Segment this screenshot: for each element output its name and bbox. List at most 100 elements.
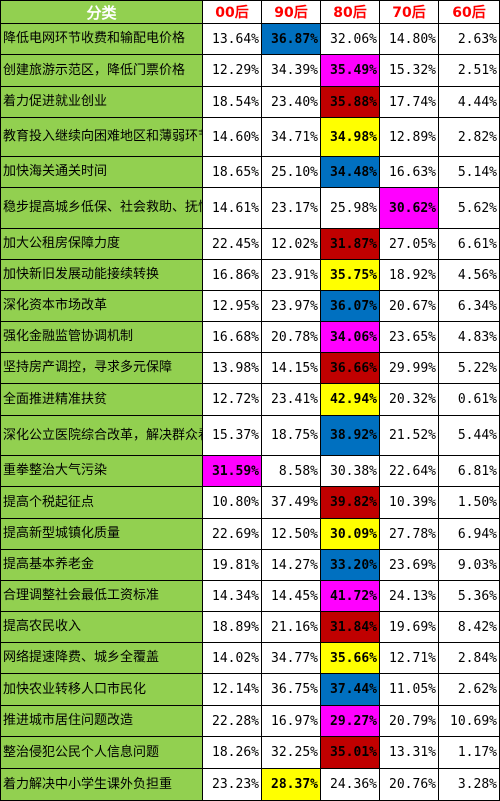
table-row: 加大公租房保障力度 22.45% 12.02% 31.87% 27.05% 6.61%	[0, 228, 500, 260]
value-cell-00s: 10.80%	[202, 486, 262, 519]
category-column-header: 分类	[0, 0, 203, 24]
value-cell-70s: 10.39%	[379, 486, 439, 519]
value-cell-80s: 24.36%	[320, 768, 380, 801]
value-cell-90s: 23.91%	[261, 259, 321, 291]
highlighted-max-cell-80s: 35.88%	[320, 86, 380, 118]
value-cell-70s: 21.52%	[379, 415, 439, 456]
row-category-cell: 深化资本市场改革	[0, 290, 203, 322]
value-cell-70s: 12.71%	[379, 642, 439, 674]
value-cell-60s: 6.81%	[438, 455, 500, 487]
value-cell-80s: 30.38%	[320, 455, 380, 487]
value-cell-70s: 17.74%	[379, 86, 439, 118]
value-cell-60s: 4.56%	[438, 259, 500, 291]
highlighted-max-cell-00s: 31.59%	[202, 455, 262, 487]
value-cell-00s: 13.64%	[202, 23, 262, 55]
value-cell-60s: 6.94%	[438, 518, 500, 550]
highlighted-max-cell-80s: 31.84%	[320, 611, 380, 643]
value-cell-80s: 25.98%	[320, 187, 380, 229]
highlighted-max-cell-70s: 30.62%	[379, 187, 439, 229]
row-category-cell: 加快新旧发展动能接续转换	[0, 259, 203, 291]
value-cell-00s: 18.89%	[202, 611, 262, 643]
table-row: 稳步提高城乡低保、社会救助、抚恤优待等标准14.61%23.17%25.98%3…	[0, 187, 500, 229]
row-category-cell: 网络提速降费、城乡全覆盖	[0, 642, 203, 674]
table-row: 提高新型城镇化质量 22.69% 12.50% 30.09% 27.78% 6.94%	[0, 518, 500, 550]
value-cell-60s: 10.69%	[438, 705, 500, 737]
value-cell-00s: 23.23%	[202, 768, 262, 801]
value-cell-70s: 13.31%	[379, 736, 439, 769]
highlighted-max-cell-80s: 35.49%	[320, 54, 380, 87]
row-category-cell: 提高基本养老金	[0, 549, 203, 581]
value-cell-60s: 0.61%	[438, 383, 500, 416]
value-cell-60s: 5.44%	[438, 415, 500, 456]
table-row: 着力促进就业创业 18.54% 23.40% 35.88% 17.74% 4.44%	[0, 86, 500, 118]
table-row: 整治侵犯公民个人信息问题 18.26% 32.25% 35.01% 13.31% 1.17…	[0, 736, 500, 769]
value-cell-70s: 22.64%	[379, 455, 439, 487]
table-row: 合理调整社会最低工资标准 14.34% 14.45% 41.72% 24.13% 5.36…	[0, 580, 500, 612]
value-cell-00s: 12.29%	[202, 54, 262, 87]
value-cell-00s: 14.02%	[202, 642, 262, 674]
row-category-cell: 着力促进就业创业	[0, 86, 203, 118]
table-row: 深化资本市场改革 12.95% 23.97% 36.07% 20.67% 6.34%	[0, 290, 500, 322]
value-cell-70s: 23.65%	[379, 321, 439, 353]
table-row: 降低电网环节收费和输配电价格 13.64% 36.87% 32.06% 14.80% 2.…	[0, 23, 500, 55]
row-category-cell: 提高农民收入	[0, 611, 203, 643]
table-row: 全面推进精准扶贫 12.72% 23.41% 42.94% 20.32% 0.61%	[0, 383, 500, 416]
value-cell-00s: 12.95%	[202, 290, 262, 322]
value-cell-70s: 12.89%	[379, 117, 439, 157]
value-cell-70s: 11.05%	[379, 673, 439, 706]
table-row: 加快新旧发展动能接续转换 16.86% 23.91% 35.75% 18.92% 4.56…	[0, 259, 500, 291]
highlighted-max-cell-80s: 34.98%	[320, 117, 380, 157]
table-row: 推进城市居住问题改造 22.28% 16.97% 29.27% 20.79% 10.69%	[0, 705, 500, 737]
value-cell-00s: 14.61%	[202, 187, 262, 229]
table-row: 创建旅游示范区，降低门票价格 12.29% 34.39% 35.49% 15.32% 2.…	[0, 54, 500, 87]
row-category-cell: 创建旅游示范区，降低门票价格	[0, 54, 203, 87]
value-cell-00s: 19.81%	[202, 549, 262, 581]
highlighted-max-cell-80s: 35.75%	[320, 259, 380, 291]
value-cell-00s: 22.69%	[202, 518, 262, 550]
value-cell-90s: 37.49%	[261, 486, 321, 519]
highlighted-max-cell-90s: 36.87%	[261, 23, 321, 55]
highlighted-max-cell-80s: 33.20%	[320, 549, 380, 581]
value-cell-70s: 16.63%	[379, 156, 439, 188]
value-cell-60s: 3.28%	[438, 768, 500, 801]
table-row: 提高基本养老金 19.81% 14.27% 33.20% 23.69% 9.03%	[0, 549, 500, 581]
highlighted-max-cell-80s: 34.48%	[320, 156, 380, 188]
row-category-cell: 提高个税起征点	[0, 486, 203, 519]
table-row: 加快海关通关时间 18.65% 25.10% 34.48% 16.63% 5.14%	[0, 156, 500, 188]
row-category-cell: 加快海关通关时间	[0, 156, 203, 188]
value-cell-90s: 21.16%	[261, 611, 321, 643]
value-cell-60s: 6.34%	[438, 290, 500, 322]
value-cell-60s: 4.83%	[438, 321, 500, 353]
value-cell-00s: 12.14%	[202, 673, 262, 706]
column-header-70s: 70后	[379, 0, 439, 24]
highlighted-max-cell-80s: 31.87%	[320, 228, 380, 260]
table-row: 着力解决中小学生课外负担重 23.23% 28.37% 24.36% 20.76% 3.2…	[0, 768, 500, 801]
table-row: 重拳整治大气污染 31.59% 8.58% 30.38% 22.64% 6.81%	[0, 455, 500, 487]
highlighted-max-cell-80s: 36.07%	[320, 290, 380, 322]
value-cell-70s: 18.92%	[379, 259, 439, 291]
value-cell-90s: 18.75%	[261, 415, 321, 456]
value-cell-60s: 4.44%	[438, 86, 500, 118]
highlighted-max-cell-80s: 39.82%	[320, 486, 380, 519]
value-cell-70s: 20.79%	[379, 705, 439, 737]
value-cell-90s: 14.27%	[261, 549, 321, 581]
value-cell-00s: 18.65%	[202, 156, 262, 188]
highlighted-max-cell-80s: 41.72%	[320, 580, 380, 612]
value-cell-00s: 18.26%	[202, 736, 262, 769]
table-row: 坚持房产调控，寻求多元保障 13.98% 14.15% 36.66% 29.99% 5.2…	[0, 352, 500, 384]
value-cell-90s: 8.58%	[261, 455, 321, 487]
column-header-90s: 90后	[261, 0, 321, 24]
value-cell-00s: 15.37%	[202, 415, 262, 456]
value-cell-00s: 14.34%	[202, 580, 262, 612]
value-cell-60s: 1.17%	[438, 736, 500, 769]
value-cell-00s: 16.68%	[202, 321, 262, 353]
table-row: 提高个税起征点 10.80% 37.49% 39.82% 10.39% 1.50%	[0, 486, 500, 519]
value-cell-90s: 12.50%	[261, 518, 321, 550]
row-category-cell: 合理调整社会最低工资标准	[0, 580, 203, 612]
highlighted-max-cell-80s: 29.27%	[320, 705, 380, 737]
value-cell-70s: 20.76%	[379, 768, 439, 801]
value-cell-90s: 12.02%	[261, 228, 321, 260]
value-cell-70s: 15.32%	[379, 54, 439, 87]
table-row: 强化金融监管协调机制 16.68% 20.78% 34.06% 23.65% 4.83%	[0, 321, 500, 353]
